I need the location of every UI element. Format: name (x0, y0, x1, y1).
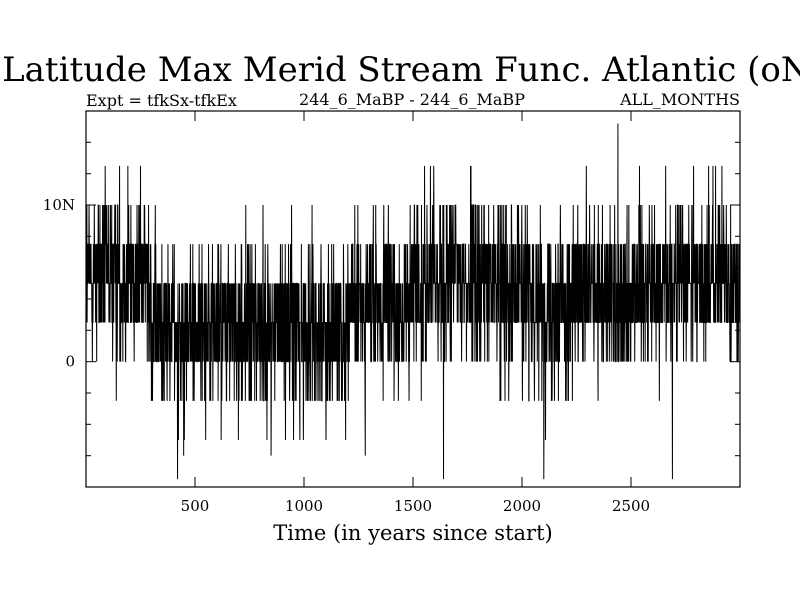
series-line (85, 123, 741, 480)
chart-subtitle-left: Expt = tfkSx-tfkEx (86, 91, 237, 110)
y-tick-label-1: 10N (43, 196, 75, 214)
axis-ticks (86, 111, 740, 487)
x-axis-label: Time (in years since start) (273, 521, 552, 545)
y-tick-labels: 0 10N (43, 196, 75, 371)
x-tick-label-0: 500 (181, 497, 210, 515)
x-tick-labels: 500 1000 1500 2000 2500 (181, 497, 650, 515)
y-tick-label-0: 0 (65, 353, 75, 371)
chart-subtitle-center: 244_6_MaBP - 244_6_MaBP (299, 90, 525, 109)
x-tick-label-2: 1500 (394, 497, 432, 515)
x-tick-label-1: 1000 (285, 497, 323, 515)
x-tick-label-4: 2500 (612, 497, 650, 515)
series-line-group (85, 123, 741, 480)
chart-title: Latitude Max Merid Stream Func. Atlantic… (2, 50, 800, 90)
chart-subtitle-right: ALL_MONTHS (619, 90, 740, 109)
x-tick-label-3: 2000 (503, 497, 541, 515)
